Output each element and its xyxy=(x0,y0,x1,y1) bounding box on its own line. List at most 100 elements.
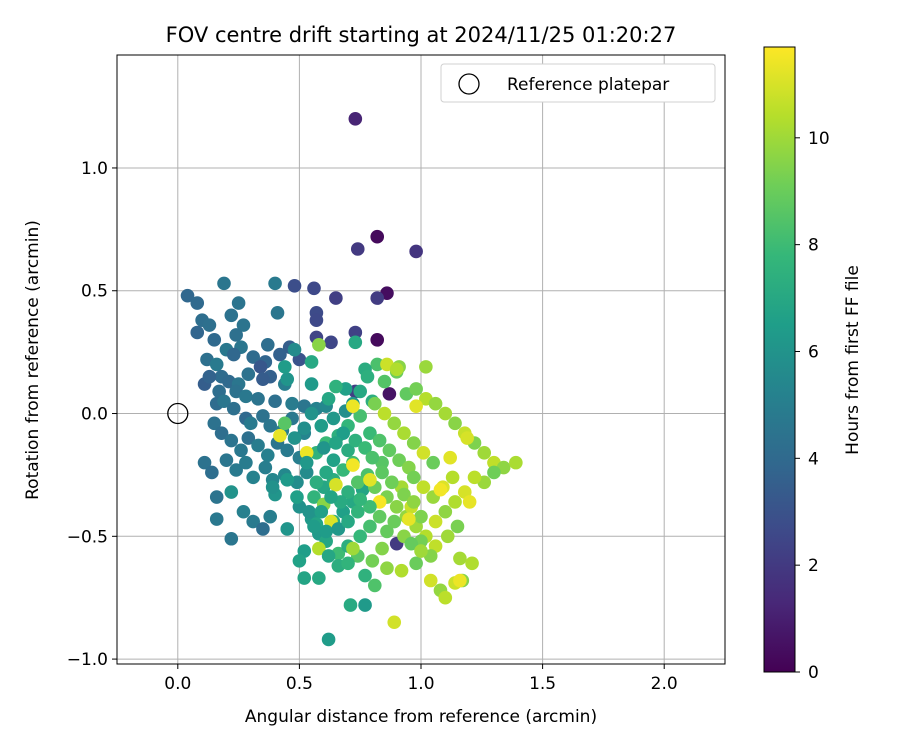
data-point xyxy=(414,509,428,524)
data-point xyxy=(370,357,385,372)
data-point xyxy=(307,519,321,534)
data-point xyxy=(372,433,387,448)
data-point xyxy=(241,367,256,382)
y-tick-label: 0.0 xyxy=(81,405,108,425)
data-point xyxy=(236,504,251,519)
data-point xyxy=(299,465,314,480)
data-point xyxy=(428,514,443,529)
data-point xyxy=(409,556,423,571)
legend-marker-open-circle xyxy=(458,73,480,95)
data-point xyxy=(329,291,343,305)
data-point xyxy=(377,406,392,421)
data-point xyxy=(324,335,338,350)
x-tick-label: 1.0 xyxy=(407,674,434,694)
data-point xyxy=(321,391,336,406)
x-tick-label: 1.5 xyxy=(529,674,556,694)
data-point xyxy=(416,446,431,460)
data-point xyxy=(380,524,394,539)
data-point xyxy=(207,416,222,431)
data-point xyxy=(348,112,363,126)
data-point xyxy=(207,333,222,347)
data-point xyxy=(453,573,467,588)
data-point xyxy=(365,554,380,568)
data-points xyxy=(180,112,523,647)
legend-label: Reference platepar xyxy=(507,75,669,95)
x-axis-label: Angular distance from reference (arcmin) xyxy=(245,707,597,727)
data-point xyxy=(428,396,443,411)
data-point xyxy=(394,563,409,578)
data-point xyxy=(326,411,341,426)
reference-marker-layer xyxy=(167,402,189,425)
data-point xyxy=(287,342,302,357)
data-point xyxy=(346,458,360,472)
data-point xyxy=(243,416,258,431)
data-point xyxy=(329,379,343,394)
legend: Reference platepar xyxy=(440,63,716,103)
data-point xyxy=(465,556,479,571)
data-point xyxy=(246,514,260,529)
data-point xyxy=(387,416,402,431)
data-point xyxy=(280,372,295,386)
data-point xyxy=(416,480,431,494)
data-point xyxy=(397,426,411,440)
data-point xyxy=(450,519,465,534)
data-point xyxy=(350,475,365,490)
data-point xyxy=(316,441,331,455)
data-point xyxy=(299,455,314,470)
data-point xyxy=(360,369,375,384)
data-point xyxy=(348,335,363,350)
data-point xyxy=(292,554,307,568)
data-point xyxy=(224,433,239,448)
data-point xyxy=(263,419,278,433)
data-point xyxy=(302,504,316,519)
data-point xyxy=(234,443,248,458)
data-point xyxy=(426,455,440,470)
data-point xyxy=(389,362,404,377)
data-point xyxy=(231,296,246,310)
data-point xyxy=(265,480,280,494)
data-point xyxy=(438,590,453,605)
data-point xyxy=(307,490,321,504)
x-tick-label: 0.0 xyxy=(164,674,191,694)
data-point xyxy=(448,416,462,431)
data-point xyxy=(392,453,406,467)
data-point xyxy=(365,450,380,465)
data-point xyxy=(217,394,231,409)
data-point xyxy=(389,500,404,514)
data-point xyxy=(443,450,457,465)
data-point xyxy=(370,333,385,347)
data-point xyxy=(258,460,273,475)
data-point xyxy=(438,504,453,519)
data-point xyxy=(239,455,253,470)
data-point xyxy=(419,360,433,374)
data-point xyxy=(353,529,368,544)
data-point xyxy=(348,325,363,340)
data-point xyxy=(304,355,319,369)
data-point xyxy=(214,426,229,440)
data-point xyxy=(382,387,397,401)
data-point xyxy=(477,446,492,460)
data-point xyxy=(253,360,268,374)
data-point xyxy=(319,465,333,480)
data-point xyxy=(251,391,265,406)
data-point xyxy=(304,377,319,391)
data-point xyxy=(409,382,423,396)
data-point xyxy=(246,350,260,364)
data-point xyxy=(260,337,275,352)
data-point xyxy=(217,276,231,291)
data-point xyxy=(312,541,326,556)
data-point xyxy=(372,509,387,524)
data-point xyxy=(226,347,241,362)
data-point xyxy=(236,318,251,332)
data-point xyxy=(440,529,455,544)
data-point xyxy=(312,337,326,352)
data-point xyxy=(409,399,423,413)
data-point xyxy=(509,455,523,470)
data-point xyxy=(280,443,295,458)
data-point xyxy=(268,394,282,409)
colorbar-label: Hours from first FF file xyxy=(843,265,863,455)
y-tick-label: −0.5 xyxy=(67,527,108,547)
data-point xyxy=(406,470,421,485)
data-point xyxy=(314,419,329,433)
data-point xyxy=(309,475,324,490)
